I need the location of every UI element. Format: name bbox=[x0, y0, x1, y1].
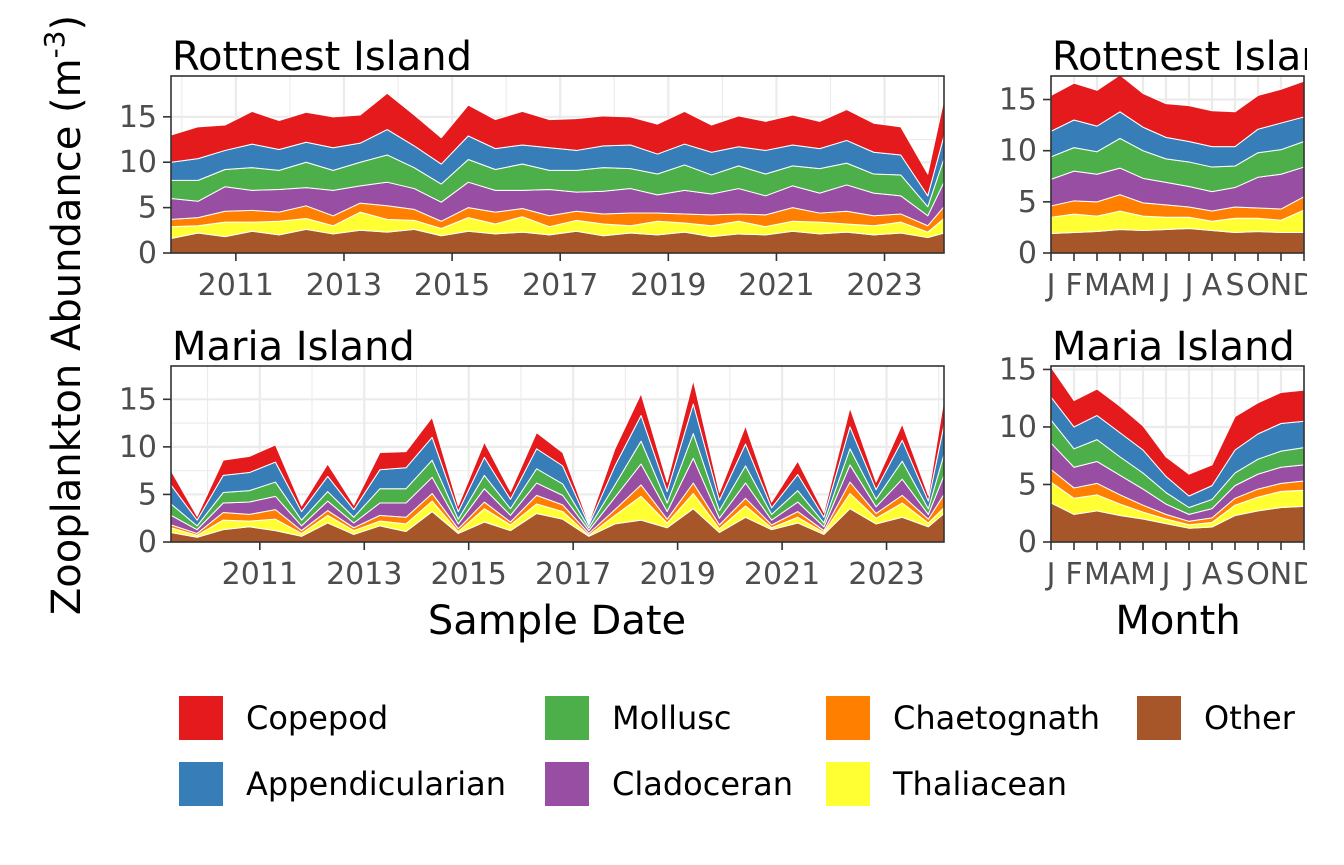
panel-border bbox=[170, 75, 945, 254]
y-tick-label: 10 bbox=[999, 410, 1037, 445]
x-tick-label: M bbox=[1084, 268, 1110, 303]
x-tick-label: 2019 bbox=[639, 557, 715, 592]
legend-item-thaliacean: Thaliacean bbox=[826, 762, 1067, 806]
x-tick-label: 2011 bbox=[222, 557, 298, 592]
x-tick-label: O bbox=[1246, 557, 1270, 592]
panel-border bbox=[1050, 365, 1305, 543]
legend-item-copepod: Copepod bbox=[179, 696, 388, 740]
y-tick-label: 5 bbox=[138, 477, 157, 512]
panel-border bbox=[1050, 75, 1305, 254]
x-tick-label: O bbox=[1246, 268, 1270, 303]
x-tick-label: 2021 bbox=[738, 268, 814, 303]
x-tick-label: A bbox=[1202, 268, 1223, 303]
y-tick-label: 0 bbox=[138, 236, 157, 271]
x-tick-label: J bbox=[1045, 268, 1056, 303]
y-tick-label: 10 bbox=[999, 134, 1037, 169]
y-tick-label: 15 bbox=[119, 100, 157, 135]
y-tick-label: 5 bbox=[1018, 467, 1037, 502]
y-tick-label: 0 bbox=[138, 525, 157, 560]
panel-border bbox=[170, 365, 945, 543]
y-tick-label: 10 bbox=[119, 430, 157, 465]
x-tick-label: D bbox=[1292, 268, 1315, 303]
x-tick-label: N bbox=[1270, 268, 1292, 303]
y-tick-label: 15 bbox=[119, 382, 157, 417]
x-tick-label: J bbox=[1183, 268, 1194, 303]
x-tick-label: J bbox=[1045, 557, 1056, 592]
y-axis-title-end: ) bbox=[44, 15, 90, 31]
x-tick-label: 2019 bbox=[630, 268, 706, 303]
legend-item-chaetognath: Chaetognath bbox=[826, 696, 1100, 740]
panel-title: Rottnest Island bbox=[172, 34, 472, 80]
legend-label: Chaetognath bbox=[893, 699, 1100, 737]
x-tick-label: A bbox=[1202, 557, 1223, 592]
y-tick-label: 5 bbox=[138, 191, 157, 226]
legend-item-appendicularian: Appendicularian bbox=[179, 762, 506, 806]
legend-label: Thaliacean bbox=[892, 765, 1067, 803]
panel-title: Maria Island bbox=[172, 324, 415, 370]
x-tick-label: M bbox=[1130, 557, 1156, 592]
x-tick-label: 2013 bbox=[326, 557, 402, 592]
y-tick-label: 10 bbox=[119, 145, 157, 180]
panel-1: Rottnest Island 0 5 10 15 2011 2013 2015 2017 201… bbox=[119, 34, 945, 303]
legend-swatch-thaliacean bbox=[826, 762, 870, 806]
x-tick-label: M bbox=[1130, 268, 1156, 303]
x-tick-label: 2023 bbox=[848, 557, 924, 592]
legend-item-other: Other bbox=[1137, 696, 1296, 740]
legend-label: Appendicularian bbox=[246, 765, 506, 803]
x-tick-label: D bbox=[1292, 557, 1315, 592]
x-tick-label: J bbox=[1160, 557, 1171, 592]
x-tick-label: 2017 bbox=[522, 268, 598, 303]
y-axis-title-superscript: -3 bbox=[38, 30, 71, 58]
x-tick-label: 2021 bbox=[744, 557, 820, 592]
legend-label: Copepod bbox=[246, 699, 388, 737]
x-tick-label: N bbox=[1270, 557, 1292, 592]
x-tick-label: J bbox=[1183, 557, 1194, 592]
x-axis-title-month: Month bbox=[1115, 598, 1240, 644]
legend-swatch-mollusc bbox=[545, 696, 589, 740]
legend: Copepod Mollusc Chaetognath Other Appendicul… bbox=[179, 696, 1296, 806]
x-tick-label: S bbox=[1225, 268, 1244, 303]
y-tick-label: 5 bbox=[1018, 185, 1037, 220]
plot-area: Rottnest Island 0 5 10 15 2011 2013 2015 2017 201… bbox=[119, 34, 1344, 592]
x-tick-label: A bbox=[1110, 557, 1131, 592]
x-tick-label: 2017 bbox=[535, 557, 611, 592]
x-tick-label: 2015 bbox=[431, 557, 507, 592]
x-tick-label: M bbox=[1084, 557, 1110, 592]
x-tick-label: S bbox=[1225, 557, 1244, 592]
legend-swatch-chaetognath bbox=[826, 696, 870, 740]
legend-swatch-copepod bbox=[179, 696, 223, 740]
legend-item-cladoceran: Cladoceran bbox=[545, 762, 793, 806]
x-tick-label: F bbox=[1065, 268, 1082, 303]
legend-label: Other bbox=[1204, 699, 1296, 737]
legend-label: Mollusc bbox=[612, 699, 732, 737]
y-tick-label: 0 bbox=[1018, 236, 1037, 271]
x-tick-label: A bbox=[1110, 268, 1131, 303]
x-tick-label: J bbox=[1160, 268, 1171, 303]
x-tick-label: 2011 bbox=[198, 268, 274, 303]
panel-3: Maria Island 0 5 10 15 2011 2013 2015 2017 2019 20… bbox=[119, 324, 945, 592]
x-tick-label: 2023 bbox=[846, 268, 922, 303]
y-tick-label: 15 bbox=[999, 83, 1037, 118]
panel-title: Maria Island bbox=[1052, 324, 1295, 370]
legend-item-mollusc: Mollusc bbox=[545, 696, 732, 740]
legend-label: Cladoceran bbox=[612, 765, 793, 803]
x-tick-label: 2015 bbox=[414, 268, 490, 303]
y-tick-label: 0 bbox=[1018, 525, 1037, 560]
x-tick-label: F bbox=[1065, 557, 1082, 592]
y-tick-label: 15 bbox=[999, 352, 1037, 387]
panel-title: Rottnest Island bbox=[1052, 34, 1344, 80]
x-axis-title-sample-date: Sample Date bbox=[428, 598, 686, 644]
y-axis-title: Zooplankton Abundance (m-3) bbox=[38, 15, 91, 615]
y-axis-title-main: Zooplankton Abundance (m bbox=[44, 58, 90, 615]
legend-swatch-appendicularian bbox=[179, 762, 223, 806]
legend-swatch-other bbox=[1137, 696, 1181, 740]
x-tick-label: 2013 bbox=[306, 268, 382, 303]
legend-swatch-cladoceran bbox=[545, 762, 589, 806]
